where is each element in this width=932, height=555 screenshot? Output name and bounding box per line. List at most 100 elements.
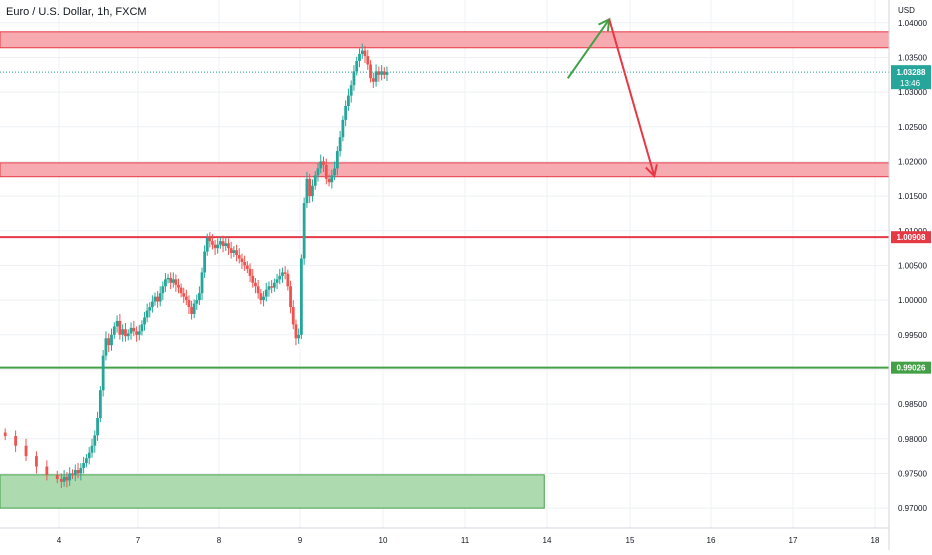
candle-body	[327, 178, 331, 183]
candle	[143, 311, 146, 331]
currency-label: USD	[898, 6, 915, 15]
candle-body	[135, 331, 139, 335]
zone-layer	[0, 31, 890, 509]
candle-body	[344, 106, 348, 120]
candle-body	[218, 241, 222, 245]
candle	[213, 239, 217, 256]
candle	[267, 281, 271, 297]
candle-body	[203, 251, 207, 273]
candle-body	[143, 317, 146, 325]
candle	[289, 280, 292, 314]
candle	[96, 411, 99, 441]
candle	[24, 438, 28, 461]
candle-body	[254, 282, 257, 287]
candle	[45, 460, 49, 481]
candle	[110, 328, 113, 351]
candle	[218, 237, 222, 249]
candle-body	[132, 327, 136, 332]
candle	[14, 430, 18, 452]
candle	[272, 278, 276, 292]
candle	[104, 331, 108, 361]
candle	[291, 300, 295, 330]
candle	[124, 323, 127, 342]
candle	[278, 268, 282, 285]
candle	[270, 280, 274, 294]
candle-body	[59, 479, 63, 482]
candle	[164, 273, 167, 292]
candle-body	[90, 445, 94, 453]
candle-body	[382, 71, 386, 75]
candle	[335, 146, 339, 176]
candle	[338, 130, 342, 157]
candle-body	[166, 277, 170, 280]
candle-body	[341, 119, 345, 138]
candle	[153, 292, 157, 306]
candle-body	[294, 324, 298, 339]
candle-body	[71, 473, 74, 475]
y-tick-label: 0.99500	[898, 331, 927, 340]
candle-body	[192, 303, 196, 314]
symbol-title[interactable]: Euro / U.S. Dollar, 1h, FXCM	[6, 6, 147, 18]
candle	[182, 287, 186, 303]
candle	[98, 386, 102, 423]
candle-body	[148, 307, 152, 311]
level-layer	[0, 71, 889, 369]
candle-body	[347, 95, 350, 106]
candle-body	[124, 329, 127, 337]
candle	[227, 238, 230, 256]
y-tick-label: 0.98000	[898, 435, 927, 444]
candle	[118, 314, 122, 340]
level-support-label: 0.99026	[897, 364, 926, 373]
support-zone-upper	[0, 162, 890, 178]
candle-body	[177, 284, 180, 288]
candle	[360, 43, 364, 59]
candle	[208, 232, 212, 248]
candle	[330, 169, 334, 189]
candle-body	[374, 71, 378, 82]
y-tick-label: 1.00500	[898, 261, 927, 270]
candle-body	[291, 307, 295, 325]
candle-body	[213, 244, 217, 249]
x-tick-label: 11	[461, 536, 470, 545]
x-tick-label: 16	[707, 536, 716, 545]
candle-body	[96, 418, 99, 436]
candle-layer	[3, 43, 389, 489]
candle-body	[283, 272, 287, 274]
candle-body	[221, 241, 225, 247]
countdown-label: 13:46	[900, 79, 921, 88]
candle-body	[85, 458, 88, 464]
candle	[286, 269, 290, 291]
y-tick-label: 1.00000	[898, 296, 927, 305]
candle-body	[313, 175, 317, 186]
candle	[112, 322, 116, 339]
candle	[324, 158, 328, 185]
candle	[254, 277, 257, 294]
candle-body	[338, 137, 342, 152]
candle	[195, 294, 199, 310]
candle-body	[363, 50, 367, 57]
candle-body	[179, 287, 183, 294]
y-tick-label: 1.01500	[898, 192, 927, 201]
candle	[90, 438, 94, 458]
candle	[308, 173, 312, 204]
candle	[35, 451, 38, 474]
resistance-zone	[0, 31, 890, 49]
candle	[374, 64, 378, 87]
x-tick-label: 10	[379, 536, 388, 545]
candle	[3, 428, 7, 441]
candle-body	[150, 301, 154, 308]
candle	[184, 289, 188, 305]
candle	[322, 156, 325, 172]
candle-body	[229, 248, 233, 253]
candle-body	[267, 286, 271, 290]
candle-body	[316, 168, 320, 176]
candle	[71, 469, 74, 480]
candle-body	[308, 178, 312, 197]
candle	[377, 66, 381, 82]
candle	[245, 261, 249, 274]
candle-body	[171, 279, 175, 283]
candle	[319, 154, 323, 174]
